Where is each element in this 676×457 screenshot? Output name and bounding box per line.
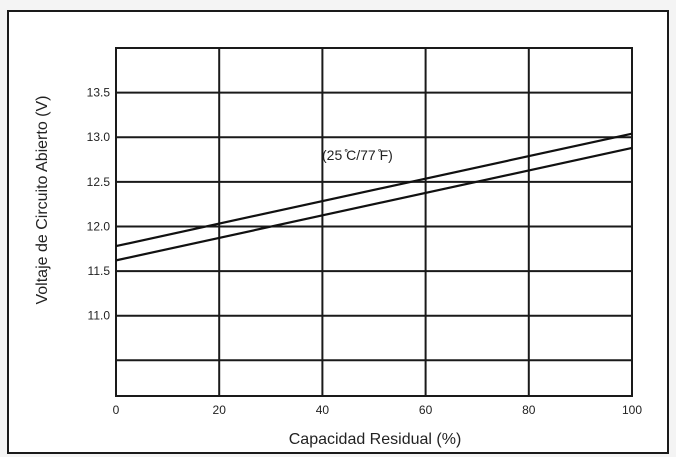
series-lines xyxy=(115,132,633,262)
x-tick-labels: 0 20 40 60 80 100 xyxy=(113,403,643,417)
y-tick-label: 13.0 xyxy=(87,130,111,144)
x-tick-label: 40 xyxy=(316,403,330,417)
y-tick-label: 13.5 xyxy=(87,86,111,100)
y-tick-labels: 11.0 11.5 12.0 12.5 13.0 13.5 xyxy=(87,86,111,323)
x-tick-label: 100 xyxy=(622,403,642,417)
series-line-2 xyxy=(115,146,633,262)
series-line-1 xyxy=(115,132,633,248)
y-tick-label: 12.5 xyxy=(87,175,111,189)
x-tick-label: 80 xyxy=(522,403,536,417)
x-tick-label: 60 xyxy=(419,403,433,417)
y-tick-label: 11.5 xyxy=(88,264,111,278)
x-tick-label: 20 xyxy=(213,403,227,417)
y-tick-label: 12.0 xyxy=(87,219,111,233)
x-axis-label: Capacidad Residual (%) xyxy=(289,431,462,448)
temperature-annotation: (25 ̊C/77 ̊F) xyxy=(322,147,393,163)
y-axis-label: Voltaje de Circuito Abierto (V) xyxy=(34,96,51,305)
grid xyxy=(115,47,633,397)
chart-frame xyxy=(7,10,669,454)
y-tick-label: 11.0 xyxy=(88,309,111,323)
plot-border xyxy=(115,47,633,397)
x-tick-label: 0 xyxy=(113,403,120,417)
